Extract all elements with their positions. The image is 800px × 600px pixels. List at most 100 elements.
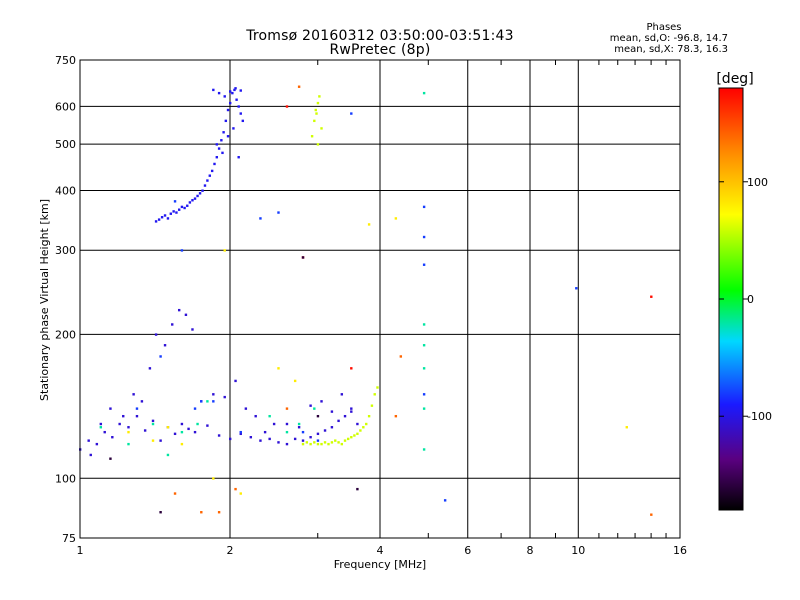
data-point (239, 430, 242, 434)
y-axis-label: Stationary phase Virtual Height [km] (38, 199, 51, 401)
data-point (184, 313, 188, 317)
data-point (297, 85, 301, 88)
data-point (365, 422, 368, 426)
data-point (350, 435, 353, 439)
data-point (241, 119, 245, 123)
data-point (362, 426, 365, 429)
data-point (234, 487, 237, 491)
data-point (221, 151, 224, 155)
data-point (212, 477, 215, 480)
colorbar-tick-label: -100 (747, 410, 772, 423)
data-point (87, 439, 90, 442)
data-point (376, 386, 379, 389)
data-point (172, 210, 175, 213)
data-point (316, 143, 320, 146)
data-point (163, 344, 167, 347)
data-point (239, 89, 242, 92)
data-point (367, 414, 371, 418)
y-tick-label: 400 (55, 184, 76, 197)
data-point (305, 441, 309, 444)
grid-lines (80, 60, 680, 538)
data-point (111, 435, 114, 439)
data-point (229, 101, 232, 105)
data-point (350, 112, 353, 115)
data-point (183, 206, 186, 210)
data-point (422, 367, 426, 370)
data-points (79, 85, 653, 516)
data-point (309, 435, 312, 439)
data-point (268, 414, 271, 418)
data-point (173, 492, 177, 495)
x-tick-label: 16 (673, 544, 687, 557)
data-point (272, 422, 276, 426)
data-point (215, 143, 219, 146)
data-point (229, 437, 232, 441)
data-point (173, 200, 177, 203)
data-point (356, 487, 359, 491)
data-point (177, 208, 181, 211)
data-point (99, 426, 103, 429)
data-point (235, 98, 238, 101)
data-point (285, 430, 289, 434)
data-point (301, 430, 305, 434)
data-point (259, 217, 262, 220)
data-point (422, 91, 426, 95)
data-point (223, 249, 226, 252)
data-point (208, 174, 211, 177)
data-point (200, 511, 203, 514)
data-point (323, 441, 327, 444)
plot-frame (79, 59, 681, 539)
data-point (330, 426, 334, 429)
data-point (143, 429, 147, 432)
data-point (254, 414, 257, 418)
data-point (233, 88, 236, 92)
data-point (212, 88, 215, 92)
data-point (187, 427, 190, 431)
data-point (196, 194, 199, 198)
colorbar-label: [deg] (716, 71, 753, 87)
data-point (109, 457, 112, 460)
data-point (217, 91, 221, 95)
data-point (422, 205, 426, 209)
data-point (285, 407, 289, 410)
data-point (229, 90, 232, 93)
data-point (188, 201, 192, 204)
data-point (277, 441, 280, 444)
data-point (212, 393, 215, 396)
data-point (166, 217, 170, 220)
data-point (151, 439, 155, 442)
data-point (198, 192, 202, 195)
data-point (422, 263, 426, 266)
data-point (310, 135, 314, 138)
chart-subtitle: RwPretec (8p) (329, 42, 431, 58)
data-point (193, 407, 197, 410)
y-tick-label: 500 (55, 138, 76, 151)
data-point (177, 308, 181, 312)
data-point (159, 511, 162, 514)
data-point (210, 169, 214, 173)
data-point (293, 437, 297, 441)
data-point (285, 442, 289, 446)
data-point (346, 437, 350, 441)
x-axis-label: Frequency [MHz] (334, 558, 426, 571)
data-point (217, 434, 221, 437)
data-point (180, 422, 184, 426)
data-point (359, 429, 362, 432)
data-point (313, 119, 316, 123)
data-point (399, 355, 403, 358)
data-point (217, 147, 221, 150)
data-point (327, 442, 330, 446)
data-point (226, 135, 230, 138)
data-point (132, 393, 135, 396)
colorbar-tick-label: 100 (747, 176, 768, 189)
data-point (232, 127, 235, 130)
data-point (223, 395, 226, 399)
data-point (244, 407, 248, 410)
data-point (223, 95, 226, 98)
data-point (422, 448, 426, 451)
data-point (173, 432, 177, 436)
data-point (340, 442, 344, 446)
data-point (122, 414, 125, 418)
data-point (394, 414, 398, 418)
